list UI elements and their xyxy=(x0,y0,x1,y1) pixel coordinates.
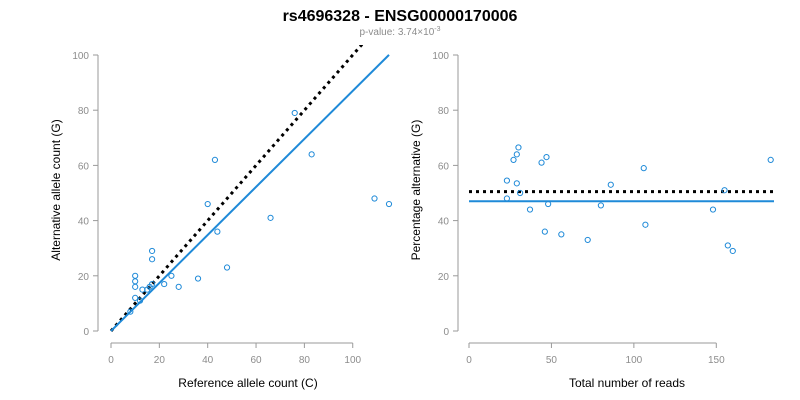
right-data-point xyxy=(640,165,647,172)
left-x-tick-label: 100 xyxy=(344,355,361,366)
right-data-point xyxy=(503,195,511,202)
right-data-point xyxy=(515,144,522,151)
right-data-point xyxy=(767,156,774,163)
left-x-tick-label: 80 xyxy=(299,355,311,366)
right-y-tick-label: 0 xyxy=(443,327,449,338)
left-x-tick-label: 40 xyxy=(202,355,214,366)
right-data-point xyxy=(538,159,545,166)
left-data-point xyxy=(148,247,156,255)
left-x-tick-label: 60 xyxy=(250,355,262,366)
right-y-tick-label: 20 xyxy=(438,272,450,283)
left-data-point xyxy=(148,280,156,288)
left-scatter-panel: Reference allele count (C) Alternative a… xyxy=(49,45,393,390)
right-data-point xyxy=(517,189,524,197)
left-data-point xyxy=(371,195,378,202)
right-data-point xyxy=(510,156,517,163)
left-y-axis-label: Alternative allele count (G) xyxy=(49,119,63,260)
right-y-tick-label: 40 xyxy=(438,217,450,228)
left-data-point xyxy=(308,151,315,158)
left-y-tick-label: 0 xyxy=(83,327,89,338)
right-data-point xyxy=(558,231,565,238)
left-data-point xyxy=(132,283,139,290)
left-data-point xyxy=(127,308,134,315)
p-value-exponent: -3 xyxy=(434,26,440,33)
right-y-tick-label: 60 xyxy=(438,161,450,172)
left-reference-line xyxy=(109,45,364,332)
left-y-tick-label: 60 xyxy=(78,161,90,172)
left-data-point xyxy=(204,200,211,208)
p-value-text: p-value: 3.74×10 xyxy=(359,27,434,38)
right-y-tick-label: 80 xyxy=(438,106,450,117)
left-y-tick-label: 80 xyxy=(78,106,90,117)
right-data-point xyxy=(545,200,552,208)
left-data-point xyxy=(132,272,139,279)
right-data-point xyxy=(607,181,614,188)
left-data-point xyxy=(175,283,182,290)
right-x-axis-label: Total number of reads xyxy=(569,376,685,390)
chart-subtitle: p-value: 3.74×10-3 xyxy=(359,26,440,38)
right-data-point xyxy=(584,236,591,244)
left-x-tick-label: 20 xyxy=(154,355,166,366)
right-x-tick-label: 150 xyxy=(708,355,725,366)
right-data-point xyxy=(729,247,736,255)
right-x-tick-label: 50 xyxy=(546,355,558,366)
left-data-point xyxy=(291,109,298,117)
right-data-point xyxy=(513,180,520,187)
left-data-point xyxy=(168,272,175,279)
left-data-point xyxy=(385,200,393,208)
left-data-point xyxy=(148,256,156,263)
left-fit-line xyxy=(110,54,390,332)
left-data-point xyxy=(223,264,231,271)
right-plot-area xyxy=(469,144,774,255)
right-data-point xyxy=(503,177,511,184)
left-data-point xyxy=(194,275,202,282)
right-data-point xyxy=(543,154,550,161)
left-x-tick-label: 0 xyxy=(108,355,114,366)
right-scatter-panel: Total number of reads Percentage alterna… xyxy=(409,51,774,390)
left-data-point xyxy=(267,214,274,221)
right-x-tick-label: 0 xyxy=(466,355,472,366)
right-data-point xyxy=(526,206,534,213)
right-y-axis-label: Percentage alternative (G) xyxy=(409,120,423,261)
left-data-point xyxy=(214,228,221,235)
left-data-point xyxy=(132,278,139,285)
right-data-point xyxy=(541,228,548,235)
left-data-point xyxy=(161,280,168,288)
right-y-tick-label: 100 xyxy=(432,51,449,62)
left-y-tick-label: 40 xyxy=(78,217,90,228)
right-data-point xyxy=(709,206,717,213)
right-data-point xyxy=(597,202,604,209)
right-data-point xyxy=(724,242,731,249)
left-y-tick-label: 20 xyxy=(78,272,90,283)
right-data-point xyxy=(721,187,728,194)
right-data-point xyxy=(642,221,649,228)
left-x-axis-label: Reference allele count (C) xyxy=(178,376,317,390)
right-data-point xyxy=(513,151,520,158)
left-data-point xyxy=(211,156,219,163)
right-x-tick-label: 100 xyxy=(626,355,643,366)
left-y-tick-label: 100 xyxy=(72,51,89,62)
chart-title: rs4696328 - ENSG00000170006 xyxy=(283,8,518,25)
left-data-point xyxy=(136,297,144,304)
left-plot-area xyxy=(109,45,393,332)
left-data-point xyxy=(132,294,139,301)
